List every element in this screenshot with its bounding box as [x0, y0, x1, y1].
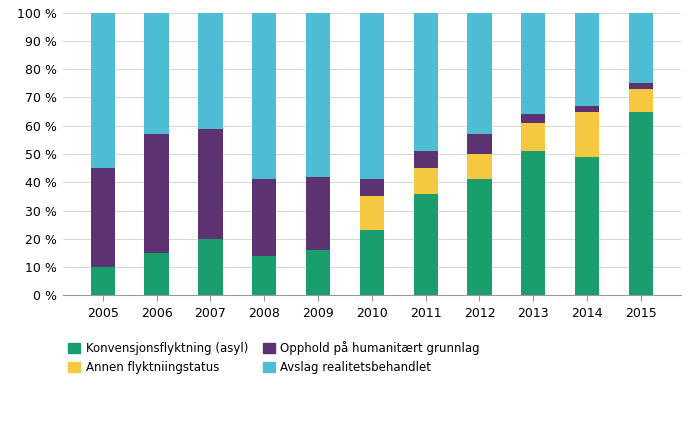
Bar	[360, 196, 384, 230]
Bar	[252, 256, 277, 295]
Bar	[360, 13, 384, 179]
Bar	[575, 111, 599, 157]
Bar	[467, 13, 491, 134]
Bar	[521, 13, 546, 114]
Bar	[145, 13, 169, 134]
Bar	[521, 151, 546, 295]
Bar	[467, 154, 491, 179]
Bar	[90, 267, 115, 295]
Bar	[629, 89, 653, 111]
Legend: Konvensjonsflyktning (asyl), Annen flyktniingstatus, Opphold på humanitært grunn: Konvensjonsflyktning (asyl), Annen flykt…	[68, 341, 480, 374]
Bar	[306, 177, 330, 250]
Bar	[414, 151, 438, 168]
Bar	[575, 13, 599, 106]
Bar	[145, 253, 169, 295]
Bar	[252, 179, 277, 256]
Bar	[252, 13, 277, 179]
Bar	[360, 230, 384, 295]
Bar	[414, 13, 438, 151]
Bar	[306, 250, 330, 295]
Bar	[467, 179, 491, 295]
Bar	[360, 179, 384, 196]
Bar	[575, 157, 599, 295]
Bar	[467, 134, 491, 154]
Bar	[198, 129, 222, 239]
Bar	[198, 13, 222, 129]
Bar	[629, 84, 653, 89]
Bar	[306, 13, 330, 177]
Bar	[629, 13, 653, 84]
Bar	[90, 168, 115, 267]
Bar	[629, 111, 653, 295]
Bar	[90, 13, 115, 168]
Bar	[198, 239, 222, 295]
Bar	[521, 114, 546, 123]
Bar	[521, 123, 546, 151]
Bar	[575, 106, 599, 111]
Bar	[414, 168, 438, 194]
Bar	[414, 194, 438, 295]
Bar	[145, 134, 169, 253]
